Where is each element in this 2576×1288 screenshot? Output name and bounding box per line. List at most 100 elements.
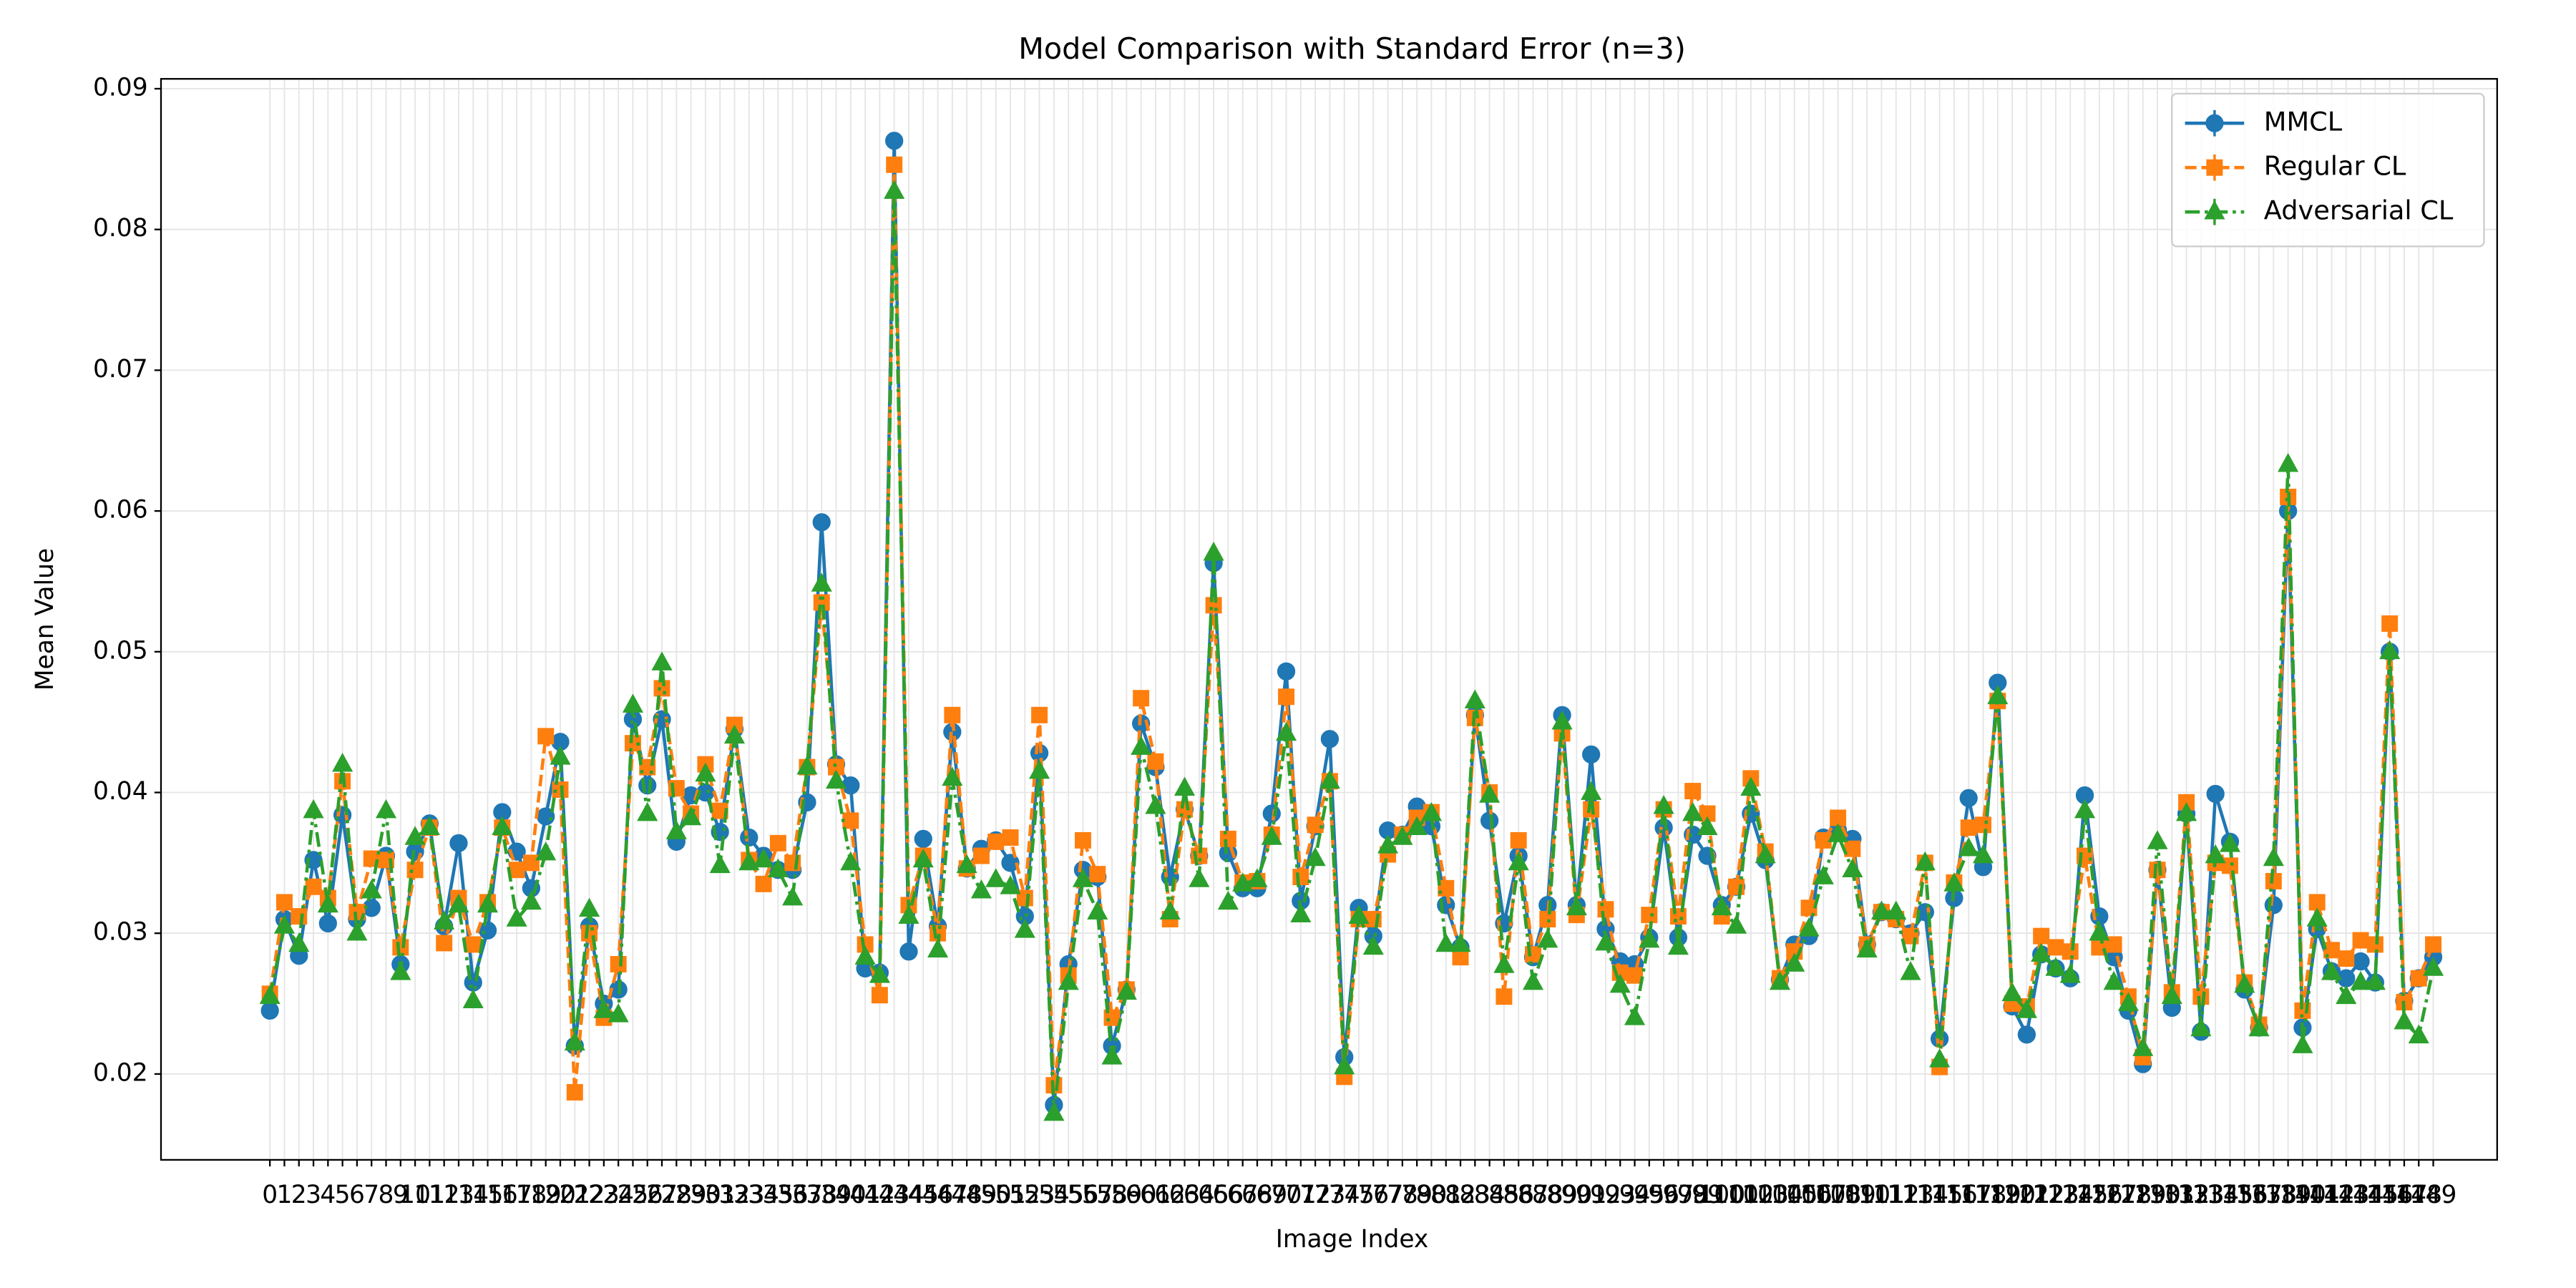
marker bbox=[275, 894, 293, 911]
x-tick-label: 54 bbox=[1038, 1181, 1070, 1209]
marker bbox=[1740, 776, 1762, 796]
marker bbox=[1450, 932, 1471, 952]
x-tick-label: 24 bbox=[602, 1181, 634, 1209]
x-tick-label: 17 bbox=[501, 1181, 532, 1209]
x-tick-label: 148 bbox=[2395, 1181, 2442, 1209]
marker bbox=[1464, 689, 1485, 708]
x-tick-label: 68 bbox=[1241, 1181, 1273, 1209]
marker bbox=[1103, 1009, 1121, 1026]
x-tick-label: 1 bbox=[277, 1181, 293, 1209]
marker bbox=[2350, 970, 2371, 990]
x-tick-label: 104 bbox=[1757, 1181, 1804, 1209]
marker bbox=[1496, 988, 1513, 1005]
marker bbox=[2190, 1017, 2212, 1037]
marker bbox=[1697, 816, 1718, 836]
marker bbox=[1320, 730, 1340, 748]
y-tick-label: 0.09 bbox=[93, 73, 148, 102]
marker bbox=[1595, 931, 1616, 951]
marker bbox=[1830, 809, 1847, 826]
x-tick-label: 61 bbox=[1140, 1181, 1171, 1209]
marker bbox=[1844, 840, 1861, 857]
x-tick-label: 75 bbox=[1343, 1181, 1375, 1209]
marker bbox=[738, 851, 760, 871]
marker bbox=[2117, 992, 2139, 1011]
x-tick-label: 76 bbox=[1357, 1181, 1389, 1209]
x-tick-label: 69 bbox=[1256, 1181, 1287, 1209]
x-axis-label: Image Index bbox=[1276, 1225, 1429, 1254]
marker bbox=[1362, 935, 1384, 955]
x-tick-label: 139 bbox=[2265, 1181, 2312, 1209]
x-tick-label: 82 bbox=[1445, 1181, 1476, 1209]
marker bbox=[346, 922, 368, 941]
x-tick-label: 149 bbox=[2410, 1181, 2457, 1209]
marker bbox=[1176, 801, 1193, 818]
marker bbox=[1001, 854, 1020, 872]
marker bbox=[2292, 1034, 2313, 1053]
legend-label: MMCL bbox=[2264, 107, 2343, 137]
marker bbox=[317, 893, 338, 913]
x-tick-label: 84 bbox=[1474, 1181, 1506, 1209]
x-tick-label: 46 bbox=[922, 1181, 954, 1209]
x-tick-label: 100 bbox=[1698, 1181, 1745, 1209]
x-tick-label: 33 bbox=[733, 1181, 765, 1209]
x-tick-label: 51 bbox=[995, 1181, 1026, 1209]
marker bbox=[825, 769, 847, 789]
marker bbox=[1246, 868, 1268, 887]
x-tick-label: 19 bbox=[530, 1181, 562, 1209]
marker bbox=[1174, 776, 1196, 796]
marker bbox=[899, 942, 918, 961]
marker bbox=[2205, 114, 2224, 132]
marker bbox=[1682, 801, 1704, 821]
marker bbox=[1987, 685, 2009, 705]
marker bbox=[2381, 615, 2399, 632]
marker bbox=[564, 1031, 585, 1050]
marker bbox=[2234, 973, 2255, 993]
marker bbox=[1072, 868, 1094, 887]
marker bbox=[1290, 903, 1312, 922]
marker bbox=[522, 854, 540, 872]
marker bbox=[1452, 949, 1469, 966]
marker bbox=[2336, 985, 2357, 1005]
marker bbox=[1074, 831, 1091, 849]
x-tick-label: 135 bbox=[2207, 1181, 2254, 1209]
marker bbox=[1275, 721, 1297, 741]
x-tick-label: 146 bbox=[2366, 1181, 2414, 1209]
x-tick-label: 4 bbox=[320, 1181, 336, 1209]
marker bbox=[318, 914, 337, 933]
x-tick-label: 99 bbox=[1692, 1181, 1723, 1209]
marker bbox=[520, 890, 542, 910]
marker bbox=[1147, 753, 1164, 770]
x-tick-label: 63 bbox=[1169, 1181, 1201, 1209]
x-tick-label: 37 bbox=[791, 1181, 823, 1209]
marker bbox=[1885, 900, 1907, 920]
x-tick-label: 112 bbox=[1873, 1181, 1920, 1209]
marker bbox=[812, 513, 831, 532]
marker bbox=[1581, 781, 1602, 800]
x-tick-label: 64 bbox=[1184, 1181, 1215, 1209]
x-tick-label: 48 bbox=[951, 1181, 982, 1209]
marker bbox=[723, 724, 746, 744]
x-tick-label: 121 bbox=[2004, 1181, 2051, 1209]
marker bbox=[1435, 932, 1457, 952]
marker bbox=[695, 762, 716, 782]
marker bbox=[406, 862, 424, 879]
x-tick-label: 66 bbox=[1212, 1181, 1244, 1209]
marker bbox=[2408, 1024, 2429, 1044]
marker bbox=[898, 904, 919, 924]
x-tick-label: 137 bbox=[2235, 1181, 2283, 1209]
marker bbox=[464, 936, 482, 953]
marker bbox=[1582, 745, 1601, 764]
x-tick-label: 28 bbox=[660, 1181, 692, 1209]
marker bbox=[1101, 1045, 1123, 1065]
x-tick-label: 45 bbox=[907, 1181, 939, 1209]
marker bbox=[550, 746, 571, 765]
marker bbox=[1029, 759, 1050, 779]
marker bbox=[2351, 952, 2370, 971]
x-tick-label: 34 bbox=[748, 1181, 779, 1209]
x-tick-label: 47 bbox=[937, 1181, 968, 1209]
series-layer bbox=[259, 132, 2444, 1121]
marker bbox=[985, 868, 1007, 887]
marker bbox=[390, 961, 411, 980]
x-tick-label: 106 bbox=[1785, 1181, 1833, 1209]
x-tick-label: 42 bbox=[864, 1181, 895, 1209]
